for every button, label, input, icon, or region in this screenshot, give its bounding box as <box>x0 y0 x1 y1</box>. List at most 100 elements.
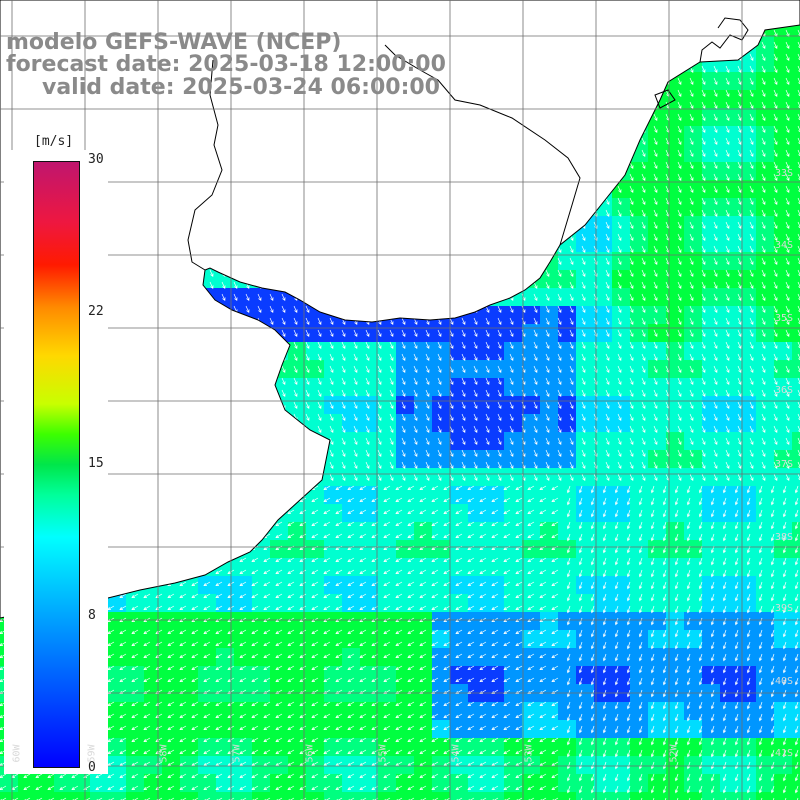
wind-cell <box>324 324 342 342</box>
wind-arrow <box>581 473 586 482</box>
wind-cell <box>378 486 396 504</box>
wind-cell <box>108 720 126 738</box>
wind-arrow <box>725 257 730 266</box>
wind-arrow <box>641 353 646 362</box>
wind-arrow <box>725 77 730 86</box>
wind-cell <box>738 486 756 504</box>
wind-cell <box>612 486 630 504</box>
wind-arrow <box>677 353 682 362</box>
wind-arrow <box>269 293 274 302</box>
wind-arrow <box>782 485 787 494</box>
wind-cell <box>486 702 504 720</box>
wind-arrow <box>557 461 562 470</box>
wind-arrow <box>617 257 622 266</box>
wind-arrow <box>737 473 742 482</box>
wind-cell <box>774 540 792 558</box>
wind-arrow <box>641 185 646 194</box>
wind-cell <box>270 738 288 756</box>
wind-cell <box>774 144 792 162</box>
wind-cell <box>648 360 666 378</box>
wind-arrow <box>701 305 706 314</box>
wind-cell <box>288 792 306 800</box>
wind-cell <box>666 288 684 306</box>
wind-cell <box>648 720 666 738</box>
wind-arrow <box>761 341 766 350</box>
wind-arrow <box>305 305 310 314</box>
wind-cell <box>270 648 288 666</box>
wind-arrow <box>677 113 682 122</box>
wind-cell <box>720 468 738 486</box>
wind-arrow <box>557 257 562 266</box>
wind-arrow <box>617 377 622 386</box>
wind-arrow <box>701 149 706 158</box>
wind-arrow <box>353 425 358 434</box>
wind-arrow <box>773 461 778 470</box>
wind-arrow <box>473 413 478 422</box>
wind-cell <box>666 324 684 342</box>
wind-cell <box>162 774 180 792</box>
wind-arrow <box>797 353 800 361</box>
wind-arrow <box>653 113 658 122</box>
wind-arrow <box>785 425 790 434</box>
wind-arrow <box>461 413 466 422</box>
wind-cell <box>342 486 360 504</box>
wind-arrow <box>581 245 586 254</box>
wind-cell <box>306 504 324 522</box>
wind-arrow <box>497 305 502 314</box>
wind-cell <box>162 792 180 800</box>
wind-cell <box>756 126 774 144</box>
wind-arrow <box>245 293 250 302</box>
wind-cell <box>540 288 558 306</box>
wind-cell <box>594 738 612 756</box>
wind-cell <box>540 612 558 630</box>
wind-cell <box>720 270 738 288</box>
wind-arrow <box>353 341 358 350</box>
wind-arrow <box>617 437 622 446</box>
wind-cell <box>702 324 720 342</box>
wind-cell <box>468 504 486 522</box>
wind-arrow <box>773 305 778 314</box>
wind-cell <box>576 432 594 450</box>
wind-cell <box>18 774 36 792</box>
wind-arrow <box>425 389 430 398</box>
wind-cell <box>540 450 558 468</box>
wind-cell <box>756 342 774 360</box>
wind-cell <box>774 36 792 54</box>
wind-arrow <box>698 497 703 506</box>
wind-arrow <box>629 221 634 230</box>
wind-cell <box>792 18 800 36</box>
wind-cell <box>540 342 558 360</box>
wind-cell <box>576 270 594 288</box>
wind-cell <box>378 756 396 774</box>
wind-cell <box>414 432 432 450</box>
wind-arrow <box>797 401 800 409</box>
wind-cell <box>54 774 72 792</box>
wind-arrow <box>749 53 754 62</box>
wind-cell <box>450 342 468 360</box>
wind-cell <box>792 90 800 108</box>
wind-cell <box>630 378 648 396</box>
wind-cell <box>450 432 468 450</box>
wind-arrow <box>689 281 694 290</box>
wind-arrow <box>689 329 694 338</box>
wind-arrow <box>749 137 754 146</box>
wind-cell <box>702 162 720 180</box>
wind-cell <box>486 720 504 738</box>
wind-cell <box>648 234 666 252</box>
wind-arrow <box>581 269 586 278</box>
wind-cell <box>666 360 684 378</box>
wind-arrow <box>365 401 370 410</box>
wind-arrow <box>569 365 574 374</box>
wind-cell <box>630 738 648 756</box>
wind-arrow <box>761 473 766 482</box>
wind-cell <box>684 540 702 558</box>
wind-cell <box>612 432 630 450</box>
wind-cell <box>558 414 576 432</box>
wind-cell <box>270 720 288 738</box>
wind-cell <box>666 90 684 108</box>
wind-cell <box>180 648 198 666</box>
wind-cell <box>450 702 468 720</box>
wind-arrow <box>467 485 475 490</box>
wind-arrow <box>761 197 766 206</box>
wind-cell <box>594 468 612 486</box>
